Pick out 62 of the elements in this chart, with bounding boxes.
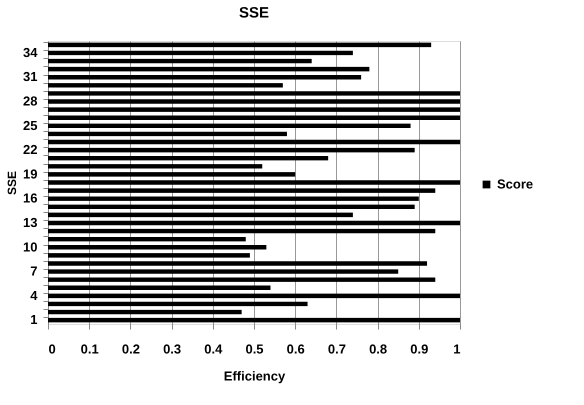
x-tick-label: 0.9 [410,342,428,356]
x-tick-label: 0 [48,342,56,356]
bar [48,132,287,136]
x-tick-label: 0.2 [122,342,140,356]
y-tick-label: 4 [30,288,38,303]
bar [48,58,312,64]
y-axis-title: SSE [5,170,20,196]
bar [48,99,460,104]
bar [48,228,436,234]
bar [48,115,460,120]
bar [48,172,296,177]
bar [48,164,262,169]
x-tick-label: 0.7 [328,342,346,356]
bar [48,50,353,56]
y-tick-label: 25 [23,118,38,133]
y-tick-label: 16 [23,190,38,206]
y-tick-label: 22 [23,142,38,158]
x-tick-label: 0.5 [245,342,264,356]
bar [48,302,308,306]
bar [48,269,398,274]
x-tick-label: 0.3 [163,342,182,356]
bar [48,140,460,144]
bar [48,318,460,322]
bar [48,294,460,298]
bar [48,188,436,193]
bar [48,107,460,112]
chart-title: SSE [238,4,270,22]
y-tick-label: 28 [23,94,38,109]
bar [48,253,250,258]
x-tick-label: 0.1 [80,342,99,356]
bar [48,75,362,80]
bar [48,83,283,88]
bar [48,236,246,242]
bar [48,91,460,96]
x-tick-label: 1 [453,342,460,356]
bar [48,42,432,48]
bar [48,245,266,250]
bar [48,286,270,290]
bar [48,124,411,128]
bar [48,212,353,218]
bar [48,148,415,152]
x-tick-label: 0.4 [204,342,224,356]
x-tick-label: 0.6 [286,342,305,356]
bar [48,310,242,314]
bar [48,277,436,282]
bar [48,66,370,72]
bar [48,156,328,160]
x-tick-label: 0.8 [369,342,388,356]
y-tick-label: 1 [30,312,38,328]
y-tick-label: 34 [23,44,38,60]
y-tick-label: 31 [23,69,38,84]
bar [48,196,419,201]
y-tick-label: 13 [23,214,38,230]
bar [48,180,460,185]
y-tick-label: 7 [30,264,38,279]
bar [48,204,415,210]
x-axis-title: Efficiency [224,368,286,384]
bar [48,261,428,266]
legend-label: Score [497,176,534,192]
y-tick-label: 19 [23,166,38,182]
bar [48,220,460,226]
y-tick-label: 10 [23,239,38,254]
